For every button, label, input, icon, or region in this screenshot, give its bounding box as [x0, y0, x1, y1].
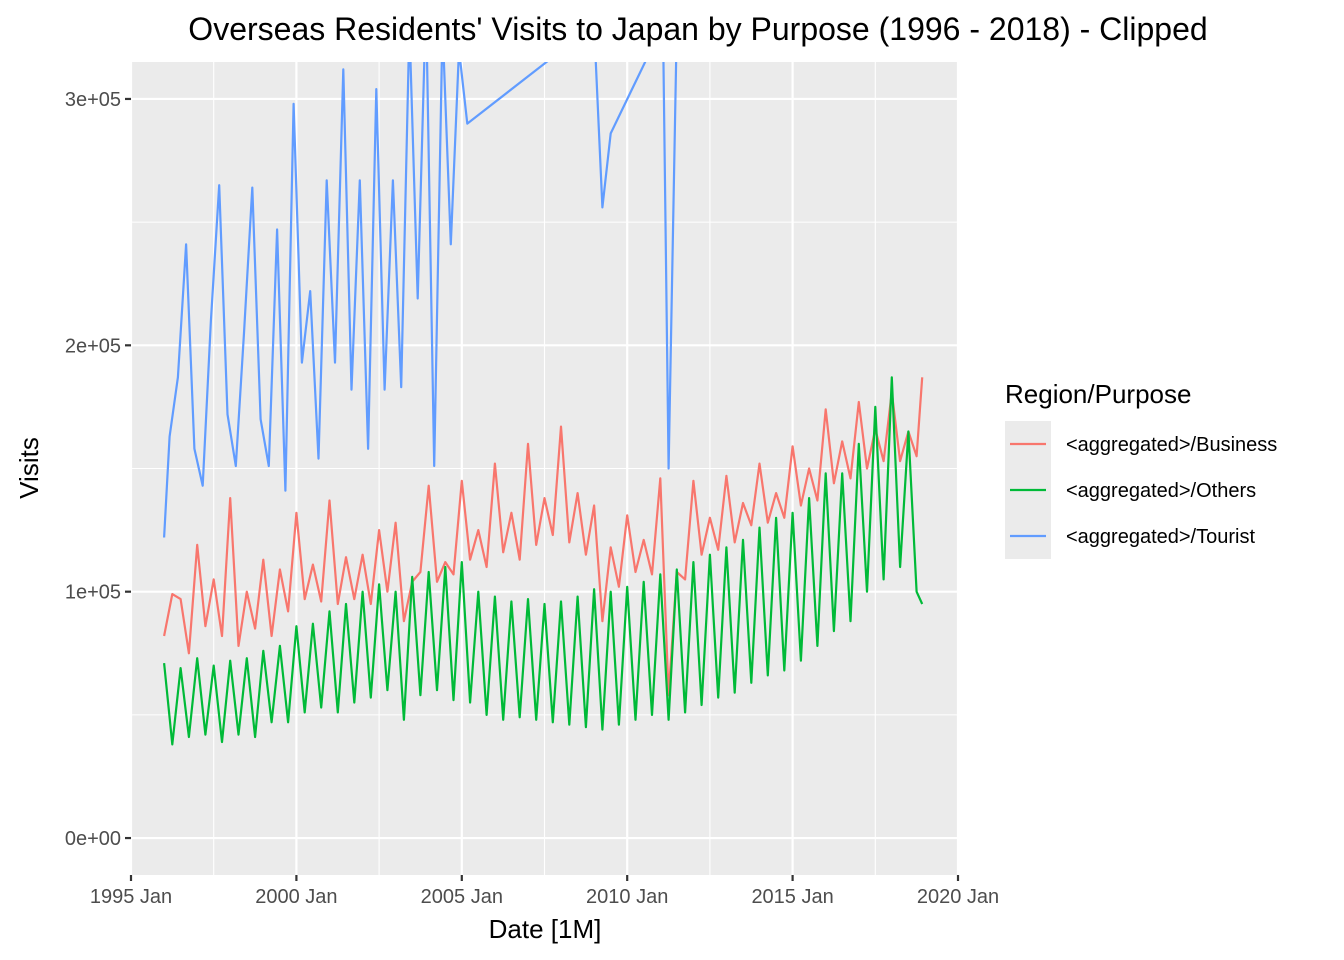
y-tick-label: 3e+05: [65, 89, 121, 111]
legend-label: <aggregated>/Tourist: [1066, 526, 1255, 548]
x-tick-label: 2020 Jan: [917, 886, 999, 908]
x-tick-label: 2000 Jan: [255, 886, 337, 908]
series-line: [163, 376, 924, 746]
series-line: [163, 62, 678, 538]
x-tick-label: 2010 Jan: [586, 886, 668, 908]
x-tick-label: 1995 Jan: [90, 886, 172, 908]
legend-label: <aggregated>/Business: [1066, 434, 1277, 456]
chart-title: Overseas Residents' Visits to Japan by P…: [188, 11, 1207, 47]
x-tick-label: 2015 Jan: [751, 886, 833, 908]
y-axis: 0e+00 1e+05 2e+05 3e+05: [65, 89, 131, 850]
series-lines: [163, 62, 924, 746]
x-tick-label: 2005 Jan: [421, 886, 503, 908]
series-line: [163, 377, 924, 697]
y-axis-title: Visits: [14, 437, 44, 499]
y-tick-label: 1e+05: [65, 582, 121, 604]
legend-title: Region/Purpose: [1005, 379, 1191, 409]
x-axis-title: Date [1M]: [489, 914, 602, 944]
y-tick-label: 2e+05: [65, 335, 121, 357]
y-tick-label: 0e+00: [65, 828, 121, 850]
legend: Region/Purpose <aggregated>/Business <agg…: [1005, 379, 1277, 559]
grid-minor-x: [213, 62, 876, 875]
legend-label: <aggregated>/Others: [1066, 480, 1256, 502]
x-axis: 1995 Jan 2000 Jan 2005 Jan 2010 Jan 2015 Jan…: [90, 875, 999, 908]
